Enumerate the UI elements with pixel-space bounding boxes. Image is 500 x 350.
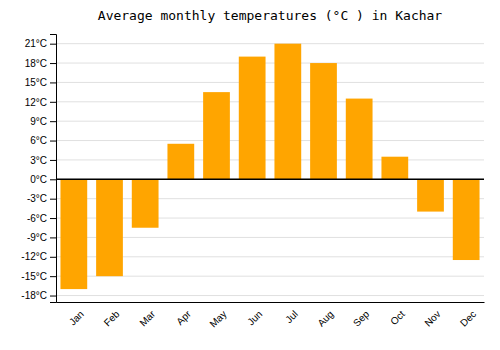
y-tick-label: 6°C (30, 135, 47, 146)
y-tick: 12°C (25, 97, 56, 108)
y-tick: -9°C (27, 232, 56, 243)
y-tick-label: 0°C (30, 174, 47, 185)
y-tick-mark (50, 160, 56, 161)
x-tick: Sep (351, 302, 372, 329)
x-axis-line (57, 302, 485, 303)
y-tick: -18°C (21, 290, 56, 301)
x-axis: Jan Feb Mar Apr May Jun Jul Aug Sep Oct Nov Dec (57, 302, 485, 330)
bar (274, 44, 301, 180)
y-tick-mark (50, 44, 56, 45)
x-tick: Aug (315, 302, 335, 329)
y-tick-label: 9°C (30, 116, 47, 127)
bar (453, 179, 480, 260)
y-tick-label: -15°C (21, 271, 47, 282)
y-tick: -15°C (21, 271, 56, 282)
y-tick: 6°C (30, 135, 56, 146)
grid-line (56, 295, 484, 296)
y-axis: -18°C -15°C -12°C -9°C -6°C -3°C 0°C 3°C 6°C 9°C 1… (21, 35, 56, 303)
y-tick: 18°C (25, 58, 56, 69)
y-tick: -3°C (27, 193, 56, 204)
y-tick: 21°C (25, 38, 56, 49)
grid-line (56, 43, 484, 44)
x-tick: Jun (245, 302, 264, 328)
bars (60, 44, 479, 289)
x-tick: Mar (137, 302, 157, 328)
y-tick: -6°C (27, 213, 56, 224)
y-tick-mark (50, 63, 56, 64)
grid-line (56, 179, 484, 180)
y-tick-label: -3°C (27, 193, 47, 204)
bar (96, 179, 123, 276)
y-tick-mark (50, 296, 56, 297)
x-tick: Nov (422, 302, 442, 329)
title: Average monthly temperatures (°C ) in Ka… (98, 8, 443, 23)
grid-line (56, 101, 484, 102)
x-tick: Jul (283, 302, 300, 325)
x-tick-label: Aug (315, 308, 335, 328)
y-tick: 9°C (30, 116, 56, 127)
baseline (56, 179, 484, 181)
y-tick-label: 18°C (25, 58, 47, 69)
bar (167, 144, 194, 180)
bar (381, 157, 408, 180)
y-tick-label: -9°C (27, 232, 47, 243)
bar (239, 57, 266, 180)
y-tick-mark (50, 218, 56, 219)
y-tick-mark (50, 237, 56, 238)
x-tick-label: Jun (245, 308, 264, 327)
y-tick-mark (50, 141, 56, 142)
bar (417, 179, 444, 211)
y-tick: -12°C (21, 251, 56, 262)
x-tick-label: Jan (67, 308, 86, 327)
grid-line (56, 121, 484, 122)
y-tick-label: 15°C (25, 77, 47, 88)
grid-line (56, 159, 484, 160)
x-tick: Apr (174, 302, 193, 327)
grid-line (56, 140, 484, 141)
x-tick-label: Feb (102, 308, 122, 328)
x-tick: May (207, 302, 228, 330)
y-tick-label: -6°C (27, 213, 47, 224)
bar (310, 63, 337, 179)
x-tick: Oct (388, 302, 407, 327)
plot: -18°C -15°C -12°C -9°C -6°C -3°C 0°C 3°C 6°C 9°C 1… (21, 35, 484, 330)
y-tick-label: -18°C (21, 290, 47, 301)
y-tick-label: 3°C (30, 155, 47, 166)
grid-line (56, 82, 484, 83)
x-tick-label: Sep (351, 308, 372, 329)
y-tick-mark (50, 102, 56, 103)
bar (132, 179, 159, 227)
y-tick-mark (50, 121, 56, 122)
y-tick: 15°C (25, 77, 56, 88)
x-tick: Feb (102, 302, 122, 328)
y-tick: 3°C (30, 155, 56, 166)
x-tick: Jan (67, 302, 86, 328)
y-tick-label: 21°C (25, 38, 47, 49)
x-tick-label: Mar (137, 308, 157, 328)
x-tick-label: May (207, 308, 228, 329)
x-tick-label: Oct (388, 308, 407, 327)
chart: -18°C -15°C -12°C -9°C -6°C -3°C 0°C 3°C 6°C 9°C 1… (0, 0, 500, 350)
x-tick: Dec (458, 302, 478, 329)
y-tick-label: 12°C (25, 97, 47, 108)
bar (203, 92, 230, 179)
x-tick-label: Apr (174, 308, 193, 327)
y-tick-mark (50, 179, 56, 180)
y-tick-mark (50, 199, 56, 200)
grid-line (56, 63, 484, 64)
y-tick-mark (50, 276, 56, 277)
grid (56, 44, 484, 296)
y-tick-mark (50, 257, 56, 258)
y-tick-label: -12°C (21, 251, 47, 262)
bar (346, 99, 373, 180)
y-tick: 0°C (30, 174, 56, 185)
bar (60, 179, 87, 289)
x-tick-label: Nov (422, 308, 442, 328)
x-tick-label: Jul (283, 308, 300, 325)
y-axis-line (50, 35, 57, 303)
x-tick-label: Dec (458, 308, 478, 328)
y-tick-mark (50, 82, 56, 83)
